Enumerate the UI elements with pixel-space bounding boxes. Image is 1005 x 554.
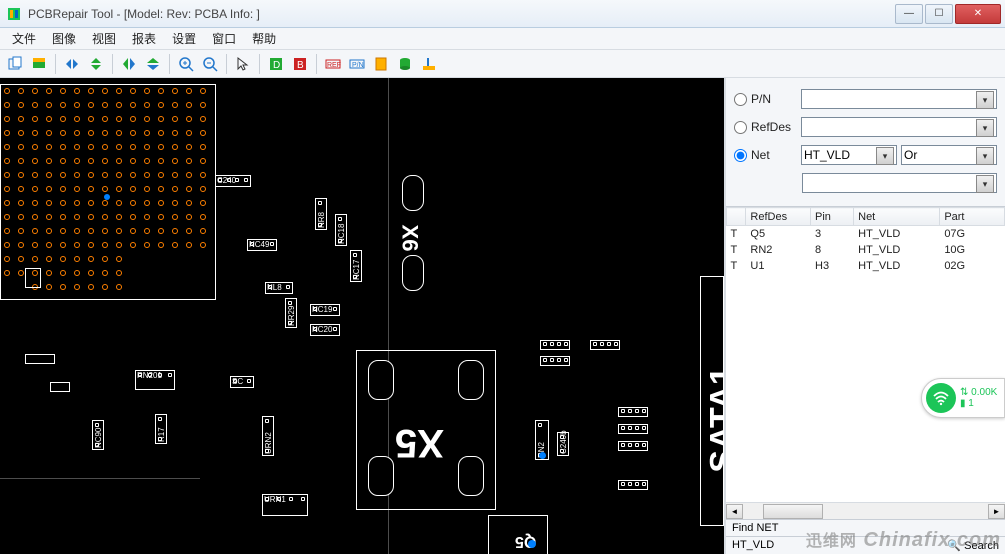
tool-pointer-icon[interactable] [232, 53, 254, 75]
tool-flip-h-icon[interactable] [61, 53, 83, 75]
results-table: RefDesPinNetPartTQ53HT_VLD07GTRN28HT_VLD… [726, 206, 1005, 519]
table-hscroll[interactable]: ◄ ► [726, 502, 1005, 519]
wifi-widget: ⇅ 0.00K ▮ 1 [921, 378, 1005, 418]
menu-文件[interactable]: 文件 [4, 28, 44, 49]
label-net: Net [751, 148, 801, 162]
tool-mirror-v-icon[interactable] [142, 53, 164, 75]
tool-mirror-h-icon[interactable] [118, 53, 140, 75]
combo-extra[interactable] [802, 173, 997, 193]
menu-帮助[interactable]: 帮助 [244, 28, 284, 49]
minimize-button[interactable]: — [895, 4, 923, 24]
menu-图像[interactable]: 图像 [44, 28, 84, 49]
label-pn: P/N [751, 92, 801, 106]
radio-net[interactable] [734, 149, 747, 162]
pcb-canvas[interactable]: C240NC18NR8NC17NL8NR29NC19NC20NC49RN201S… [0, 78, 724, 554]
search-link[interactable]: 🔍 Search [947, 539, 999, 552]
combo-pn[interactable] [801, 89, 997, 109]
radio-pn[interactable] [734, 93, 747, 106]
combo-refdes[interactable] [801, 117, 997, 137]
wifi-speed: 0.00K [971, 387, 997, 398]
col-flag[interactable] [727, 208, 746, 226]
maximize-button[interactable]: ☐ [925, 4, 953, 24]
toolbar: D B REF P/N [0, 50, 1005, 78]
tool-layers-icon[interactable] [28, 53, 50, 75]
col-Net[interactable]: Net [854, 208, 940, 226]
window-title: PCBRepair Tool - [Model: Rev: PCBA Info:… [28, 7, 260, 21]
tool-pn-icon[interactable]: P/N [346, 53, 368, 75]
tool-flip-v-icon[interactable] [85, 53, 107, 75]
tool-new-icon[interactable] [4, 53, 26, 75]
menubar: 文件图像视图报表设置窗口帮助 [0, 28, 1005, 50]
svg-text:REF: REF [327, 62, 341, 69]
label-refdes: RefDes [751, 120, 801, 134]
col-RefDes[interactable]: RefDes [746, 208, 811, 226]
combo-or[interactable]: Or [901, 145, 997, 165]
status-value: HT_VLD [732, 539, 774, 552]
tool-layer-d-icon[interactable]: D [265, 53, 287, 75]
svg-text:D: D [273, 60, 280, 71]
find-label: Find NET [732, 522, 778, 534]
table-row[interactable]: TQ53HT_VLD07G [727, 226, 1005, 242]
find-row: Find NET [726, 519, 1005, 536]
svg-text:B: B [297, 60, 304, 71]
tool-db-icon[interactable] [394, 53, 416, 75]
col-Pin[interactable]: Pin [811, 208, 854, 226]
menu-窗口[interactable]: 窗口 [204, 28, 244, 49]
tool-zoom-out-icon[interactable] [199, 53, 221, 75]
table-row[interactable]: TRN28HT_VLD10G [727, 242, 1005, 258]
tool-measure-icon[interactable] [418, 53, 440, 75]
table-row[interactable]: TU1H3HT_VLD02G [727, 258, 1005, 274]
tool-zoom-in-icon[interactable] [175, 53, 197, 75]
wifi-count: 1 [968, 398, 974, 409]
menu-视图[interactable]: 视图 [84, 28, 124, 49]
svg-text:P/N: P/N [352, 62, 364, 69]
window-titlebar: PCBRepair Tool - [Model: Rev: PCBA Info:… [0, 0, 1005, 28]
search-panel: P/N RefDes Net HT_VLD Or [726, 78, 1005, 206]
wifi-icon [926, 383, 956, 413]
col-Part[interactable]: Part [940, 208, 1005, 226]
close-button[interactable]: ✕ [955, 4, 1001, 24]
combo-net[interactable]: HT_VLD [801, 145, 897, 165]
tool-layer-b-icon[interactable]: B [289, 53, 311, 75]
menu-报表[interactable]: 报表 [124, 28, 164, 49]
tool-ref-icon[interactable]: REF [322, 53, 344, 75]
right-panel: P/N RefDes Net HT_VLD Or RefDesPinNetPar… [724, 78, 1005, 554]
tool-book-icon[interactable] [370, 53, 392, 75]
app-icon [6, 6, 22, 22]
radio-refdes[interactable] [734, 121, 747, 134]
menu-设置[interactable]: 设置 [164, 28, 204, 49]
